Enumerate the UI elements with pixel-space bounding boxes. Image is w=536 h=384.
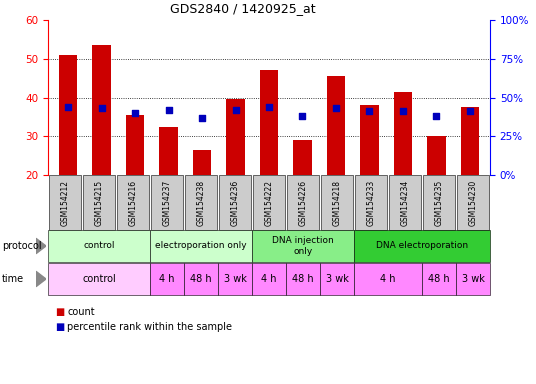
Bar	[461, 107, 479, 175]
Bar	[159, 127, 178, 175]
Text: protocol: protocol	[2, 241, 42, 251]
Bar	[293, 140, 312, 175]
Point	[231, 107, 240, 113]
Text: ■: ■	[55, 307, 64, 317]
Text: GSM154237: GSM154237	[162, 179, 172, 226]
Point	[164, 107, 173, 113]
Text: GSM154222: GSM154222	[264, 179, 273, 225]
Polygon shape	[36, 271, 46, 287]
Text: GSM154236: GSM154236	[230, 179, 240, 226]
Text: control: control	[82, 274, 116, 284]
Bar	[427, 136, 445, 175]
Bar	[193, 150, 211, 175]
Text: 48 h: 48 h	[428, 274, 450, 284]
Text: 4 h: 4 h	[380, 274, 396, 284]
Text: electroporation only: electroporation only	[155, 242, 247, 250]
Point	[198, 114, 206, 121]
Point	[466, 108, 474, 114]
Text: DNA injection
only: DNA injection only	[272, 236, 334, 256]
Bar	[360, 105, 378, 175]
Text: 4 h: 4 h	[159, 274, 175, 284]
Text: GSM154215: GSM154215	[94, 179, 103, 225]
Text: 3 wk: 3 wk	[224, 274, 247, 284]
Point	[432, 113, 441, 119]
Text: GDS2840 / 1420925_at: GDS2840 / 1420925_at	[170, 2, 316, 15]
Text: GSM154212: GSM154212	[61, 179, 70, 225]
Text: 48 h: 48 h	[190, 274, 212, 284]
Text: control: control	[83, 242, 115, 250]
Text: GSM154216: GSM154216	[129, 179, 138, 225]
Bar	[126, 115, 144, 175]
Text: GSM154226: GSM154226	[299, 179, 308, 225]
Bar	[59, 55, 77, 175]
Text: GSM154238: GSM154238	[197, 179, 205, 225]
Point	[131, 110, 139, 116]
Bar	[92, 45, 111, 175]
Text: 48 h: 48 h	[292, 274, 314, 284]
Point	[332, 105, 340, 111]
Text: GSM154235: GSM154235	[435, 179, 443, 226]
Text: GSM154230: GSM154230	[468, 179, 478, 226]
Text: percentile rank within the sample: percentile rank within the sample	[67, 322, 232, 332]
Text: 4 h: 4 h	[261, 274, 277, 284]
Bar	[260, 70, 278, 175]
Text: time: time	[2, 274, 24, 284]
Point	[399, 108, 407, 114]
Text: 3 wk: 3 wk	[325, 274, 348, 284]
Text: 3 wk: 3 wk	[461, 274, 485, 284]
Point	[64, 104, 72, 110]
Bar	[327, 76, 345, 175]
Text: count: count	[67, 307, 95, 317]
Point	[298, 113, 307, 119]
Point	[365, 108, 374, 114]
Text: GSM154233: GSM154233	[367, 179, 376, 226]
Point	[265, 104, 273, 110]
Text: DNA electroporation: DNA electroporation	[376, 242, 468, 250]
Text: GSM154234: GSM154234	[400, 179, 410, 226]
Text: ■: ■	[55, 322, 64, 332]
Point	[98, 105, 106, 111]
Text: GSM154218: GSM154218	[332, 179, 341, 225]
Bar	[394, 92, 412, 175]
Bar	[226, 99, 245, 175]
Polygon shape	[36, 238, 46, 254]
